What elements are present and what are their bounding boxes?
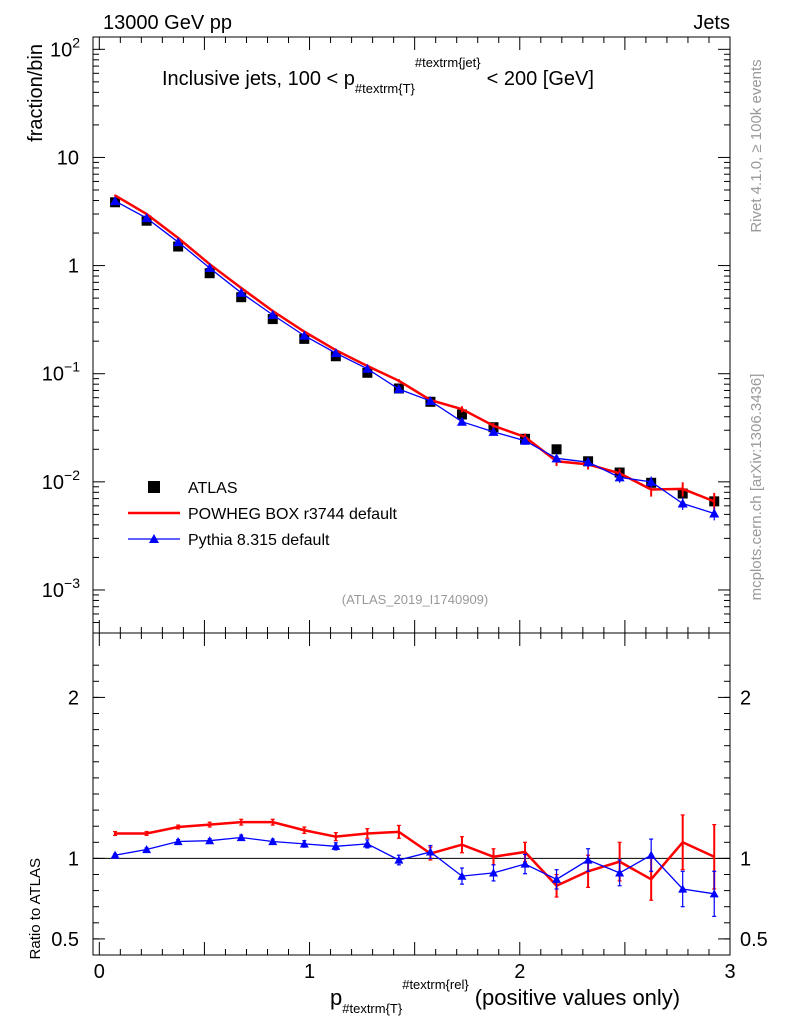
main-y-tick-label: 1 <box>68 256 79 278</box>
side-label-mcplots: mcplots.cern.ch [arXiv:1306.3436] <box>748 374 765 601</box>
ratio-point-pythia <box>457 871 467 880</box>
ratio-x-tick-label: 0 <box>94 961 105 983</box>
legend-marker-pythia <box>149 534 159 543</box>
ratio-point-pythia <box>362 839 372 848</box>
data-point-pythia <box>362 363 373 373</box>
main-axes: 102 10 1 10−1 10−2 10−3 <box>42 34 731 634</box>
data-point-pythia <box>646 476 657 486</box>
ratio-series <box>110 814 719 917</box>
data-point-pythia <box>299 330 310 340</box>
ratio-point-pythia <box>552 874 562 883</box>
side-label-rivet: Rivet 4.1.0, ≥ 100k events <box>748 59 765 232</box>
data-point-atlas <box>173 241 184 252</box>
data-point-atlas <box>551 444 562 455</box>
ratio-point-pythia <box>425 847 435 856</box>
ratio-y-label: Ratio to ATLAS <box>27 858 44 959</box>
legend-marker-atlas <box>148 481 160 493</box>
data-point-pythia <box>204 262 215 272</box>
header-right: Jets <box>693 12 730 34</box>
ratio-point-pythia <box>709 889 719 898</box>
ratio-y-tick-label-left: 1 <box>68 848 79 870</box>
ratio-line-pythia <box>114 836 715 895</box>
data-point-pythia <box>488 426 499 436</box>
ratio-x-tick-label: 2 <box>514 961 525 983</box>
ratio-y-tick-label-right: 1 <box>740 848 751 870</box>
data-point-atlas <box>236 292 247 303</box>
ratio-point-pythia <box>173 836 183 846</box>
data-point-pythia <box>709 508 720 518</box>
ratio-line-powheg <box>115 820 715 888</box>
ratio-point-pythia <box>646 850 656 859</box>
legend-label: Pythia 8.315 default <box>188 532 330 549</box>
main-title: Inclusive jets, 100 < p#textrm{T}#textrm… <box>162 55 594 96</box>
ratio-point-pythia <box>488 868 498 877</box>
data-point-atlas <box>204 268 215 279</box>
data-point-pythia <box>267 309 278 319</box>
data-point-pythia <box>551 453 562 463</box>
ratio-plot-frame <box>92 632 731 956</box>
main-y-tick-label: 10−1 <box>42 359 80 386</box>
ratio-y-tick-label-right: 0.5 <box>740 929 768 951</box>
main-y-tick-label: 10 <box>57 147 79 169</box>
data-point-pythia <box>520 435 531 445</box>
main-y-tick-label: 102 <box>50 34 80 61</box>
ratio-point-pythia <box>331 841 341 850</box>
data-point-pythia <box>677 498 688 508</box>
main-y-label: fraction/bin <box>25 44 47 142</box>
ratio-point-pythia <box>236 832 246 842</box>
ratio-point-pythia <box>394 855 404 864</box>
data-point-pythia <box>393 384 404 394</box>
data-point-pythia <box>425 395 436 405</box>
legend-label: ATLAS <box>188 480 238 497</box>
ratio-x-tick-label: 3 <box>724 961 735 983</box>
data-point-pythia <box>141 213 152 223</box>
analysis-watermark: (ATLAS_2019_I1740909) <box>342 592 488 607</box>
ratio-point-pythia <box>110 850 120 859</box>
ratio-point-pythia <box>520 859 530 868</box>
legend-label: POWHEG BOX r3744 default <box>188 506 398 523</box>
ratio-y-tick-label-right: 2 <box>740 687 751 709</box>
series-line-powheg <box>114 194 715 503</box>
ratio-point-pythia <box>583 855 593 864</box>
series-line-pythia <box>114 200 715 515</box>
ratio-y-tick-label-left: 2 <box>68 687 79 709</box>
ratio-y-tick-label-left: 0.5 <box>51 929 79 951</box>
data-point-pythia <box>173 237 184 247</box>
data-point-pythia <box>110 196 121 206</box>
data-point-pythia <box>330 348 341 358</box>
ratio-point-pythia <box>615 868 625 877</box>
legend: ATLAS POWHEG BOX r3744 default Pythia 8.31… <box>128 480 398 549</box>
data-point-atlas <box>456 409 467 420</box>
data-point-pythia <box>583 457 594 467</box>
main-y-tick-label: 10−3 <box>42 575 80 602</box>
data-point-pythia <box>614 472 625 482</box>
header-left: 13000 GeV pp <box>103 12 232 34</box>
ratio-point-pythia <box>205 836 215 845</box>
main-series <box>110 194 720 521</box>
ratio-point-pythia <box>142 845 152 854</box>
main-y-tick-label: 10−2 <box>42 467 80 494</box>
ratio-axes: 0 1 2 30.5 0.51 12 2 <box>51 633 768 983</box>
data-point-atlas <box>267 314 278 325</box>
ratio-point-pythia <box>678 884 688 893</box>
ratio-point-pythia <box>299 839 309 848</box>
data-point-pythia <box>236 287 247 297</box>
ratio-point-pythia <box>268 836 278 846</box>
ratio-x-tick-label: 1 <box>304 961 315 983</box>
data-point-pythia <box>456 416 467 426</box>
x-axis-label: p#textrm{T}#textrm{rel}(positive values … <box>330 977 680 1016</box>
